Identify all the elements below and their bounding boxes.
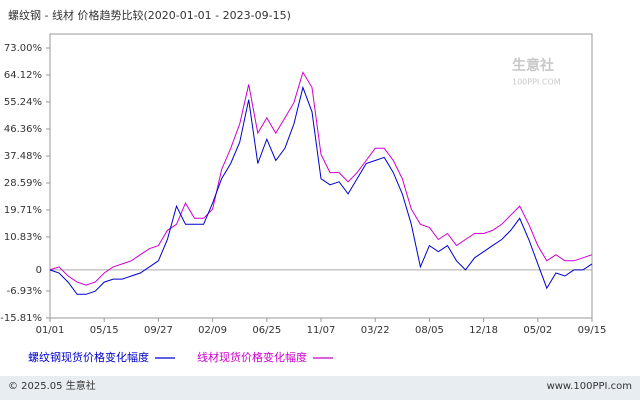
y-tick-label: 19.71% [4, 205, 42, 216]
footer-band [0, 376, 640, 400]
y-tick-label: 73.00% [4, 43, 42, 54]
x-tick-label: 08/05 [415, 325, 444, 336]
x-tick-label: 05/02 [523, 325, 552, 336]
x-tick-label: 01/01 [36, 325, 65, 336]
x-tick-label: 09/27 [144, 325, 173, 336]
y-tick-label: 46.36% [4, 124, 42, 135]
series-line [49, 71, 593, 286]
y-tick-label: 28.59% [4, 178, 42, 189]
y-tick-label: 37.48% [4, 151, 42, 162]
x-tick-label: 03/22 [361, 325, 390, 336]
watermark-sub: 100PPI.COM [512, 78, 561, 87]
x-tick-label: 02/09 [198, 325, 227, 336]
chart-title: 螺纹钢 - 线材 价格趋势比较(2020-01-01 - 2023-09-15) [8, 8, 291, 22]
series-line [49, 85, 593, 295]
y-tick-label: 55.24% [4, 97, 42, 108]
y-tick-label: -15.81% [0, 313, 42, 324]
y-tick-label: -6.93% [7, 286, 42, 297]
x-tick-label: 05/15 [90, 325, 119, 336]
watermark: 生意社 [512, 57, 554, 74]
footer-left: © 2025.05 生意社 [8, 379, 96, 392]
footer-right: www.100PPI.com [547, 381, 632, 392]
x-tick-label: 06/25 [252, 325, 281, 336]
x-tick-label: 11/07 [307, 325, 336, 336]
legend-label: 螺纹钢现货价格变化幅度 [28, 350, 149, 364]
x-tick-label: 09/15 [578, 325, 607, 336]
y-tick-label: 10.83% [4, 232, 42, 243]
legend-label: 线材现货价格变化幅度 [197, 350, 307, 364]
x-tick-label: 12/18 [469, 325, 498, 336]
y-tick-label: 0 [36, 265, 42, 276]
y-tick-label: 64.12% [4, 70, 42, 81]
